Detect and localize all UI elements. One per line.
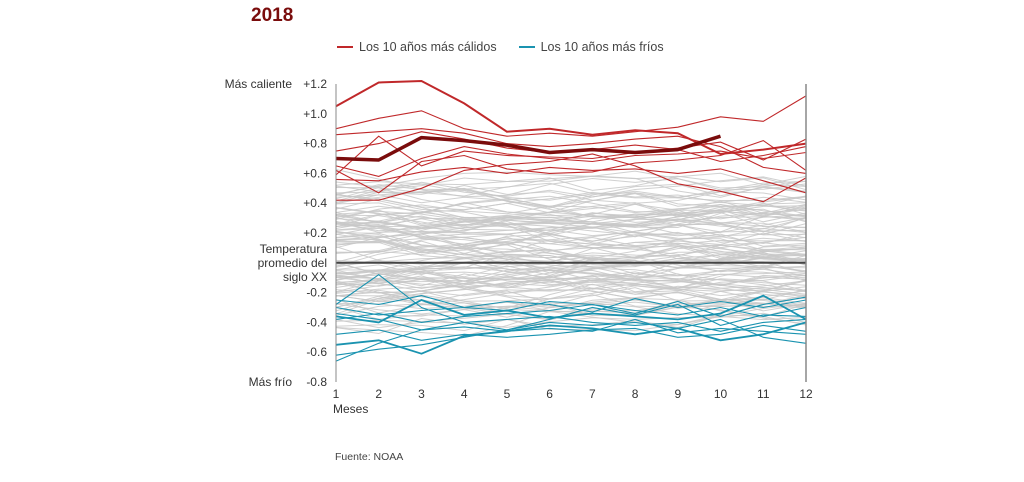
x-tick-label: 12 bbox=[799, 387, 813, 401]
x-tick-label: 3 bbox=[418, 387, 425, 401]
x-tick-label: 11 bbox=[757, 387, 770, 401]
y-label-top: Más caliente bbox=[225, 77, 293, 91]
other-year-line bbox=[335, 222, 807, 245]
legend-swatch-cold bbox=[518, 46, 535, 48]
y-tick-label: -0.4 bbox=[306, 315, 327, 329]
other-year-line bbox=[335, 202, 807, 229]
other-year-line bbox=[335, 219, 807, 240]
other-year-line bbox=[335, 278, 807, 308]
x-tick-label: 10 bbox=[714, 387, 728, 401]
x-tick-label: 6 bbox=[546, 387, 553, 401]
warm-year-line bbox=[335, 95, 807, 137]
other-year-line bbox=[335, 244, 807, 266]
other-year-line bbox=[335, 170, 807, 202]
x-tick-label: 4 bbox=[461, 387, 468, 401]
other-year-line bbox=[335, 268, 807, 301]
other-year-line bbox=[335, 169, 807, 201]
highlight-layer bbox=[335, 134, 722, 162]
other-year-line bbox=[335, 247, 807, 281]
source-note: Fuente: NOAA bbox=[335, 451, 404, 463]
highlight-line-2018 bbox=[335, 134, 722, 162]
other-year-line bbox=[335, 187, 807, 217]
other-year-line bbox=[335, 216, 807, 238]
axis-layer: +1.2 +1.0 +0.8 +0.6 +0.4 +0.2 -0.2 -0.4 -0.6 -0.8… bbox=[225, 77, 813, 416]
other-year-line bbox=[335, 206, 807, 231]
legend-label-cold: Los 10 años más fríos bbox=[540, 40, 664, 54]
warm-year-line bbox=[335, 79, 807, 156]
cold-year-line bbox=[335, 321, 807, 355]
warm-year-line bbox=[335, 146, 807, 177]
legend-item-warm: Los 10 años más cálidos bbox=[337, 40, 497, 54]
y-tick-label: +0.2 bbox=[303, 226, 327, 240]
other-year-line bbox=[335, 277, 807, 300]
y-tick-label: +1.2 bbox=[303, 77, 327, 91]
other-year-line bbox=[335, 233, 807, 264]
cold-year-line bbox=[335, 318, 807, 356]
baseline-label-line: Temperatura bbox=[260, 242, 328, 256]
other-year-line bbox=[335, 210, 807, 231]
x-tick-label: 7 bbox=[589, 387, 596, 401]
x-tick-label: 2 bbox=[375, 387, 382, 401]
other-year-line bbox=[335, 280, 807, 309]
y-tick-label: -0.2 bbox=[306, 286, 327, 300]
y-tick-label: +0.8 bbox=[303, 137, 327, 151]
other-year-line bbox=[335, 176, 807, 198]
other-year-line bbox=[335, 240, 807, 259]
chart-title: 2018 bbox=[251, 5, 294, 26]
other-year-line bbox=[335, 288, 807, 314]
x-tick-label: 1 bbox=[333, 387, 340, 401]
other-year-line bbox=[335, 251, 807, 279]
y-tick-label: +0.4 bbox=[303, 196, 327, 210]
other-year-line bbox=[335, 182, 807, 200]
cold-year-line bbox=[335, 318, 807, 362]
warm-year-line bbox=[336, 153, 807, 203]
x-tick-label: 9 bbox=[674, 387, 681, 401]
other-year-line bbox=[335, 190, 807, 209]
y-label-bottom: Más frío bbox=[249, 375, 293, 389]
legend: Los 10 años más cálidos Los 10 años más … bbox=[337, 40, 664, 54]
warm-years-layer bbox=[335, 79, 807, 203]
y-tick-label: +0.6 bbox=[303, 166, 327, 180]
cold-year-line bbox=[335, 298, 807, 316]
cold-year-line bbox=[335, 274, 807, 331]
x-tick-label: 8 bbox=[632, 387, 639, 401]
cold-year-line bbox=[335, 295, 807, 317]
other-year-line bbox=[335, 215, 807, 230]
y-tick-label: -0.6 bbox=[306, 345, 327, 359]
warm-year-line bbox=[335, 139, 807, 194]
x-tick-label: 5 bbox=[504, 387, 511, 401]
other-year-line bbox=[335, 203, 807, 224]
other-year-line bbox=[335, 280, 807, 312]
legend-swatch-warm bbox=[337, 46, 353, 48]
other-year-line bbox=[335, 226, 807, 248]
cold-years-layer bbox=[335, 274, 807, 362]
other-year-line bbox=[335, 261, 807, 289]
other-year-line bbox=[335, 193, 807, 214]
other-year-line bbox=[335, 175, 807, 198]
cold-year-line bbox=[335, 303, 807, 323]
other-year-line bbox=[335, 273, 807, 287]
other-year-line bbox=[335, 231, 807, 250]
other-year-line bbox=[335, 177, 807, 198]
warm-year-line bbox=[335, 166, 807, 194]
other-year-line bbox=[335, 183, 807, 208]
other-year-line bbox=[335, 171, 807, 195]
other-year-line bbox=[335, 196, 807, 223]
cold-year-line bbox=[335, 324, 807, 341]
y-tick-label: -0.8 bbox=[306, 375, 327, 389]
baseline-label-line: siglo XX bbox=[283, 270, 327, 284]
legend-item-cold: Los 10 años más fríos bbox=[518, 40, 664, 54]
legend-label-warm: Los 10 años más cálidos bbox=[359, 40, 497, 54]
y-tick-label: +1.0 bbox=[303, 107, 327, 121]
cold-year-line bbox=[335, 294, 807, 324]
other-year-line bbox=[335, 240, 807, 262]
warm-year-line bbox=[335, 128, 807, 174]
other-year-line bbox=[335, 269, 807, 292]
cold-year-line bbox=[335, 312, 807, 332]
other-year-line bbox=[335, 184, 807, 204]
x-axis-label: Meses bbox=[333, 402, 368, 416]
baseline-label-line: promedio del bbox=[258, 256, 327, 270]
